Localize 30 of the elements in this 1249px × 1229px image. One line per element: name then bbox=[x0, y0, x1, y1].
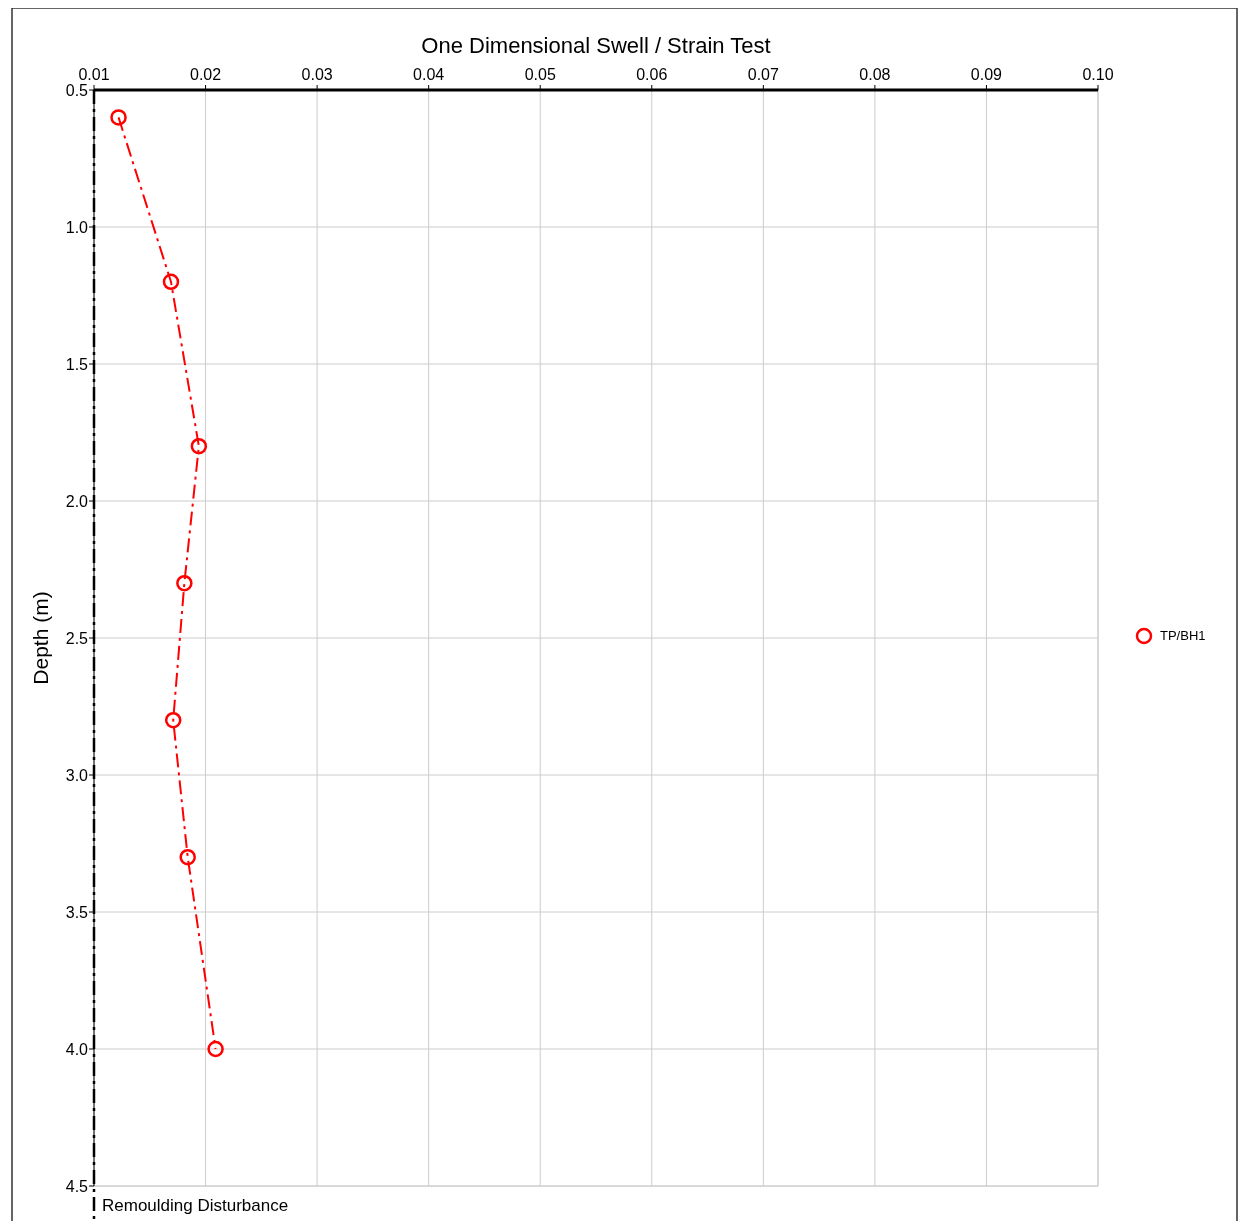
point bbox=[207, 1040, 224, 1058]
x-tick-label: 0.03 bbox=[301, 66, 333, 83]
y-tick-label: 2.0 bbox=[65, 493, 89, 510]
x-tick-label: 0.04 bbox=[413, 66, 445, 83]
y-tick-label: 1.5 bbox=[65, 356, 89, 373]
point bbox=[162, 273, 180, 291]
point bbox=[179, 848, 196, 866]
x-tick-label: 0.10 bbox=[1082, 66, 1114, 83]
point bbox=[190, 437, 208, 455]
x-tick-label: 0.06 bbox=[636, 66, 668, 83]
x-tick-label: 0.08 bbox=[859, 66, 891, 83]
y-tick-label: 1.0 bbox=[65, 219, 89, 236]
y-tick-label: 2.5 bbox=[65, 630, 89, 647]
legend-label: TP/BH1 bbox=[1160, 628, 1206, 643]
x-tick-label: 0.05 bbox=[524, 66, 556, 83]
y-tick-label: 0.5 bbox=[65, 82, 89, 99]
y-axis-title: Depth (m) bbox=[29, 591, 52, 685]
x-tick-label: 0.02 bbox=[189, 66, 222, 83]
y-tick-label: 3.0 bbox=[65, 767, 89, 784]
point bbox=[176, 574, 193, 592]
y-tick-label: 3.5 bbox=[65, 904, 89, 921]
x-tick-label: 0.01 bbox=[78, 66, 110, 83]
y-tick-label: 4.5 bbox=[65, 1178, 89, 1195]
x-tick-label: 0.07 bbox=[747, 66, 780, 83]
y-tick-label: 4.0 bbox=[65, 1041, 89, 1058]
point bbox=[164, 711, 182, 729]
x-tick-label: 0.09 bbox=[970, 66, 1003, 83]
point bbox=[110, 109, 127, 126]
chart-title: One Dimensional Swell / Strain Test bbox=[421, 33, 771, 58]
ref-line-label: Remoulding Disturbance bbox=[102, 1196, 289, 1215]
